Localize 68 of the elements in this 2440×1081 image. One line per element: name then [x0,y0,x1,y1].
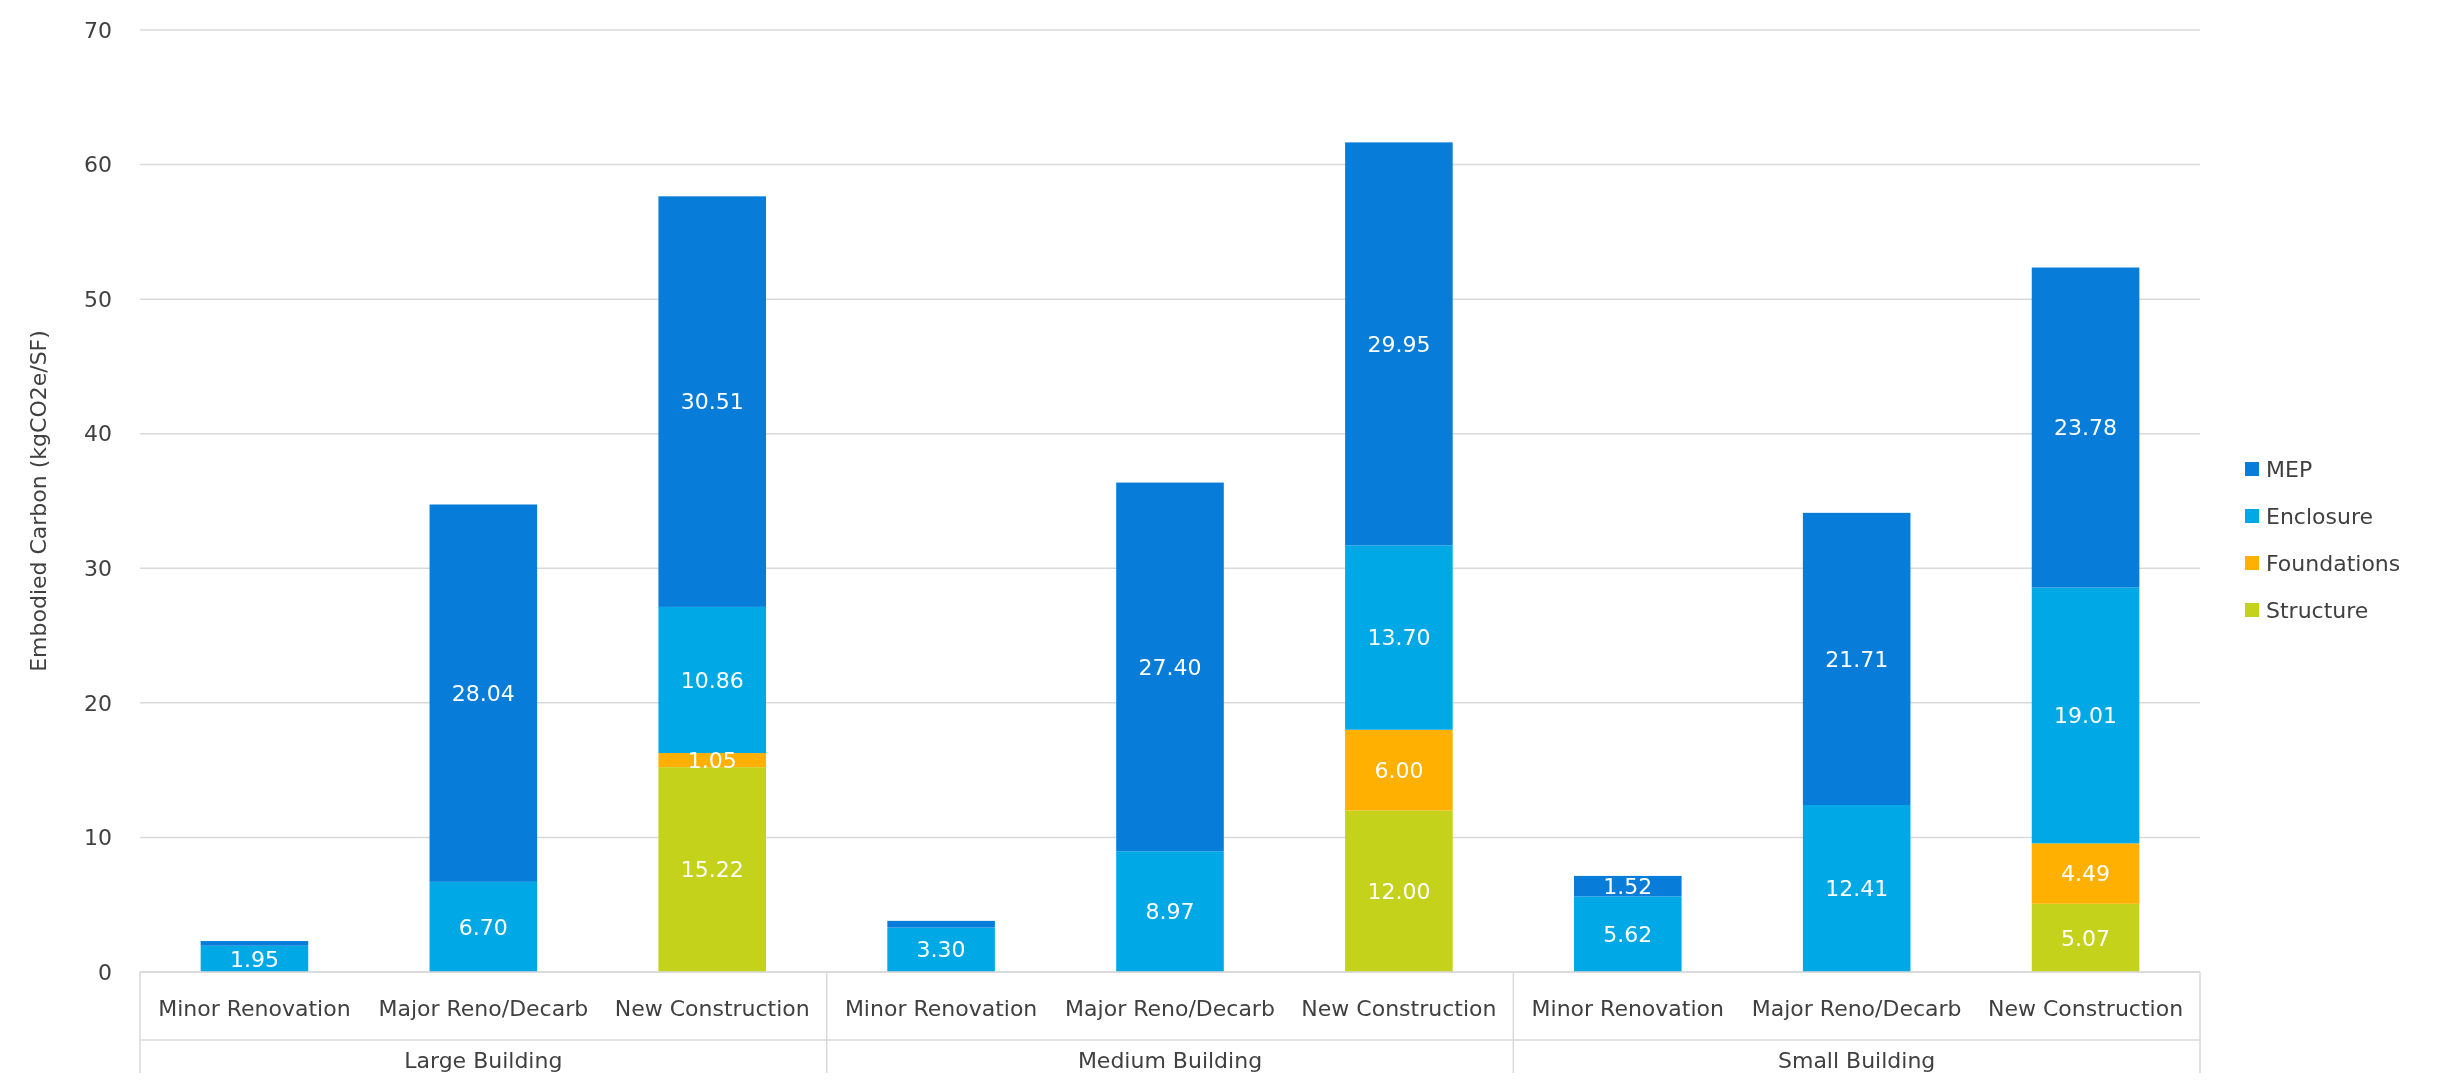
data-label: 12.41 [1825,876,1889,902]
bar [1573,896,1682,972]
text: Large Building [404,1047,563,1073]
bar [887,927,995,972]
data-label: 5.07 [2061,925,2111,951]
data-label: 8.97 [1145,899,1195,925]
bar [2031,903,2140,972]
data-label: 1.95 [229,946,279,972]
bar [1345,729,1453,811]
bar [658,196,767,607]
data-label: 13.70 [1367,625,1431,651]
bar [429,504,538,882]
y-tick-label: 20 [84,690,112,716]
x-tick-label: New Construction [1301,995,1497,1021]
bar [887,920,995,928]
data-label: 5.62 [1603,921,1653,947]
data-label: 3.30 [916,937,966,963]
data-label: 30.51 [680,389,744,415]
y-tick-label: 60 [84,152,112,178]
data-label: 1.52 [1603,873,1653,899]
data-label: 10.86 [680,667,744,693]
x-tick-label: New Construction [1988,995,2184,1021]
x-tick-label: Minor Renovation [1531,995,1724,1021]
legend-label: Enclosure [2266,503,2374,529]
bar [200,941,309,946]
legend-label: MEP [2266,456,2313,482]
bar [2031,843,2140,904]
bar [1802,512,1911,805]
data-label: 28.04 [451,680,515,706]
x-tick-label: Minor Renovation [844,995,1038,1021]
x-tick-label: Minor Renovation [158,995,351,1021]
bar [429,881,538,972]
data-label: 1.05 [687,747,737,773]
data-label: 23.78 [2054,415,2118,441]
data-label: 6.00 [1374,757,1424,783]
bar [2031,587,2140,844]
data-label: 19.01 [2054,703,2118,729]
legend-label: Foundations [2266,550,2401,576]
data-label: 6.70 [458,914,508,940]
bar [1345,545,1453,730]
y-tick-label: 40 [84,421,112,447]
y-tick-label: 0 [98,959,112,985]
x-tick-label: New Construction [614,995,810,1021]
bar [1116,482,1224,852]
data-label: 29.95 [1367,331,1431,357]
x-tick-label: Major Reno/Decarb [378,995,589,1021]
y-axis-title: Embodied Carbon (kgCO2e/SF) [26,330,51,672]
bar [1345,142,1453,546]
y-tick-label: 70 [84,17,112,43]
x-tick-label: Major Reno/Decarb [1751,995,1962,1021]
bar [658,606,767,754]
data-label: 12.00 [1367,878,1431,904]
legend-label: Structure [2266,597,2369,623]
bar [1345,810,1453,972]
bar [1116,851,1224,972]
bar [1802,805,1911,972]
text: Small Building [1777,1047,1936,1073]
y-tick-label: 30 [84,555,112,581]
data-label: 27.40 [1138,654,1202,680]
x-tick-label: Major Reno/Decarb [1065,995,1275,1021]
data-label: 21.71 [1825,646,1889,672]
text: Medium Building [1077,1047,1263,1073]
y-tick-label: 10 [84,825,112,851]
data-label: 4.49 [2061,861,2111,887]
bar [658,767,767,972]
bar [2031,267,2140,588]
y-tick-label: 50 [84,286,112,312]
data-label: 15.22 [680,857,744,883]
